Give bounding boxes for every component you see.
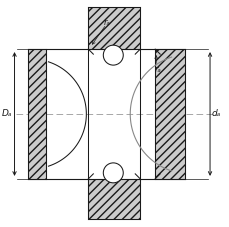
Polygon shape xyxy=(88,7,140,49)
Text: rₐ: rₐ xyxy=(103,18,110,27)
Circle shape xyxy=(103,163,123,183)
Text: dₐ: dₐ xyxy=(211,109,220,118)
Text: Dₐ: Dₐ xyxy=(2,109,12,118)
Circle shape xyxy=(103,45,123,65)
Polygon shape xyxy=(88,179,140,219)
Polygon shape xyxy=(155,49,184,179)
Text: rₐ: rₐ xyxy=(155,65,161,74)
Bar xyxy=(88,49,140,179)
Polygon shape xyxy=(28,49,46,179)
Bar xyxy=(46,49,155,179)
